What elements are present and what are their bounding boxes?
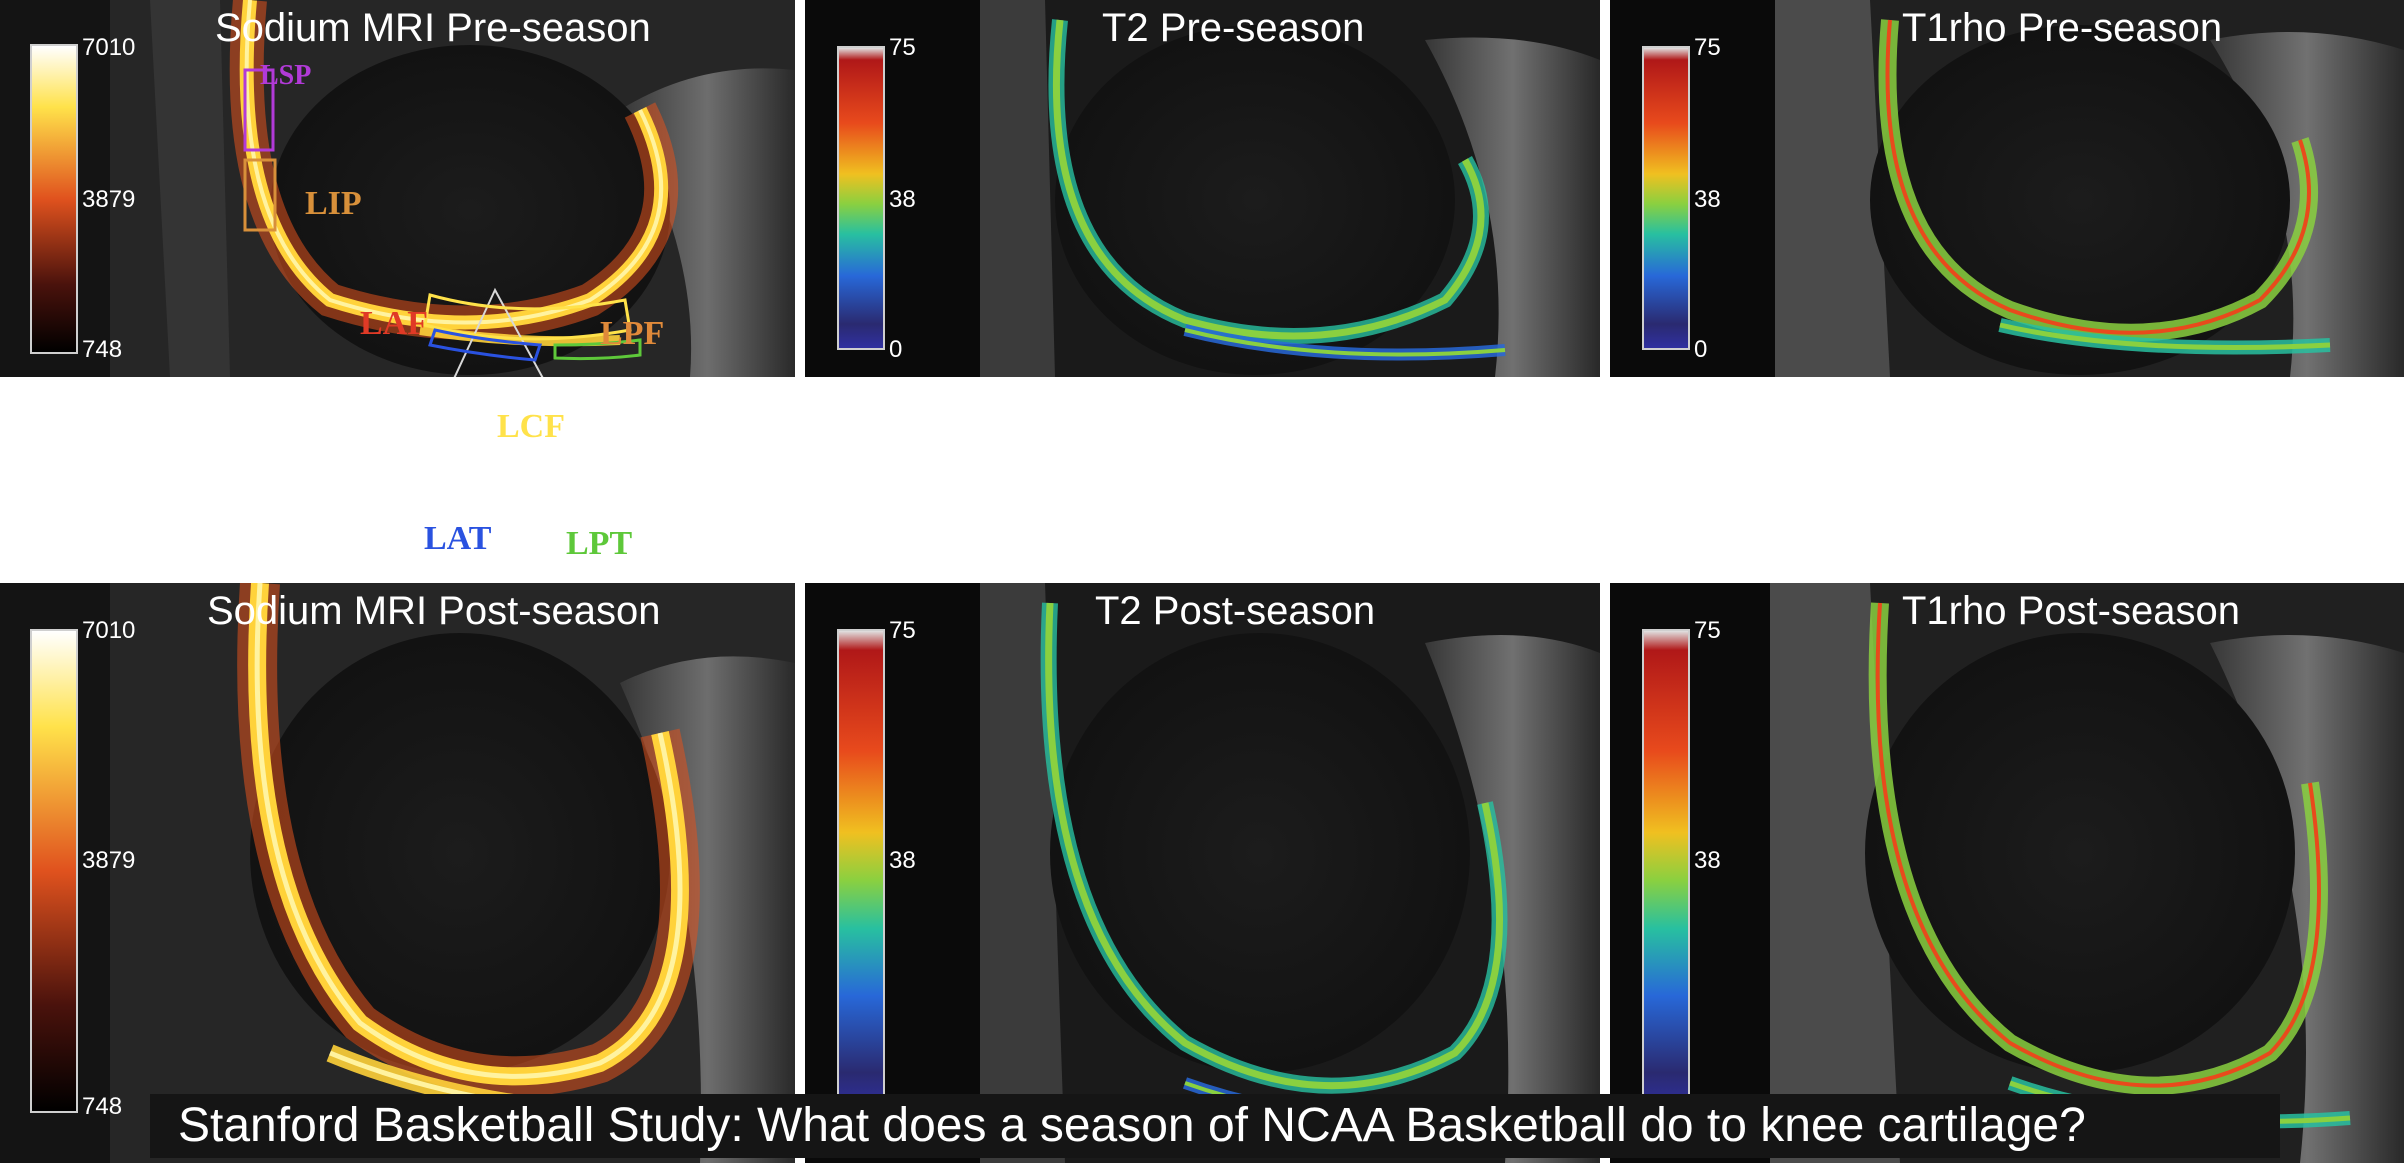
t1rho-post-scale-mid: 38 xyxy=(1694,847,1721,874)
sodium-post-scale-mid: 3879 xyxy=(82,847,136,874)
roi-label-laf: LAF xyxy=(360,305,428,342)
t1rho-post-scan-image xyxy=(1610,583,2404,1163)
t2-post-color-scale xyxy=(837,629,885,1113)
panel-t1rho-pre: 75 38 0 T1rho Pre-season xyxy=(1610,0,2404,377)
t2-pre-scale-min: 0 xyxy=(889,336,903,363)
roi-label-lpt: LPT xyxy=(566,525,633,562)
t1rho-pre-title: T1rho Pre-season xyxy=(1902,6,2223,50)
t2-post-scale-mid: 38 xyxy=(889,847,916,874)
roi-label-lat: LAT xyxy=(424,520,492,557)
t1rho-pre-scale-mid: 38 xyxy=(1694,186,1721,213)
roi-label-lip: LIP xyxy=(305,185,362,222)
t2-post-scan-image xyxy=(805,583,1600,1163)
t1rho-pre-color-scale xyxy=(1642,46,1690,350)
t1rho-pre-scan-image xyxy=(1610,0,2404,377)
t2-post-scale-max: 75 xyxy=(889,617,916,644)
roi-label-lcf: LCF xyxy=(497,408,565,445)
panel-t2-pre: 75 38 0 T2 Pre-season xyxy=(805,0,1600,377)
panel-t2-post: 75 38 T2 Post-season xyxy=(805,583,1600,1163)
panel-sodium-pre: 7010 3879 748 Sodium MRI Pre-season LSP … xyxy=(0,0,795,377)
sodium-post-title: Sodium MRI Post-season xyxy=(207,589,661,633)
panel-t1rho-post: 75 38 T1rho Post-season xyxy=(1610,583,2404,1163)
t1rho-post-color-scale xyxy=(1642,629,1690,1113)
t2-pre-scan-image xyxy=(805,0,1600,377)
t1rho-post-scale-max: 75 xyxy=(1694,617,1721,644)
sodium-post-scan-image xyxy=(0,583,795,1163)
t1rho-pre-scale-min: 0 xyxy=(1694,336,1708,363)
sodium-pre-title: Sodium MRI Pre-season xyxy=(215,6,651,50)
sodium-post-scale-max: 7010 xyxy=(82,617,136,644)
t1rho-pre-scale-max: 75 xyxy=(1694,34,1721,61)
t2-pre-title: T2 Pre-season xyxy=(1102,6,1365,50)
study-caption: Stanford Basketball Study: What does a s… xyxy=(150,1094,2280,1158)
sodium-pre-scale-max: 7010 xyxy=(82,34,136,61)
roi-label-lsp: LSP xyxy=(260,60,312,91)
sodium-pre-scale-mid: 3879 xyxy=(82,186,136,213)
sodium-pre-scan-image xyxy=(0,0,795,377)
sodium-pre-color-scale xyxy=(30,44,78,354)
roi-label-lpf: LPF xyxy=(600,315,665,352)
sodium-pre-scale-min: 748 xyxy=(82,336,123,363)
t2-pre-color-scale xyxy=(837,46,885,350)
t2-post-title: T2 Post-season xyxy=(1095,589,1376,633)
t2-pre-scale-max: 75 xyxy=(889,34,916,61)
sodium-post-scale-min: 748 xyxy=(82,1093,123,1120)
t1rho-post-title: T1rho Post-season xyxy=(1902,589,2240,633)
panel-sodium-post: 7010 3879 748 Sodium MRI Post-season xyxy=(0,583,795,1163)
t2-pre-scale-mid: 38 xyxy=(889,186,916,213)
sodium-post-color-scale xyxy=(30,629,78,1113)
